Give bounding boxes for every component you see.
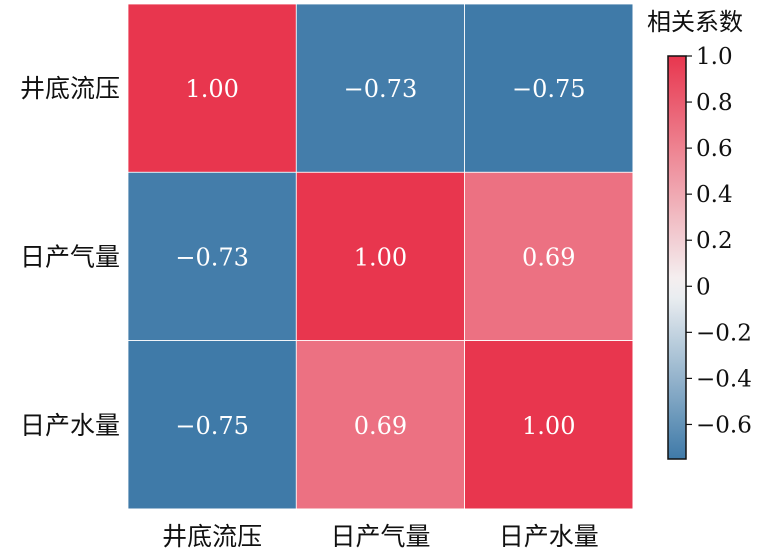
cell-value-label: 1.00: [185, 75, 238, 103]
cell-value-label: 1.00: [522, 412, 575, 440]
cell-value-label: 0.69: [354, 412, 407, 440]
cell-value-label: −0.73: [175, 243, 249, 271]
column-labels: 井底流压 日产气量 日产水量: [162, 522, 599, 550]
colorbar-tick-label: 0.2: [696, 228, 733, 254]
row-tick-label: 日产水量: [20, 411, 120, 440]
colorbar: 相关系数 1.0 0.8 0.6 0.4 0.2 0 −0.2 −0.4 −0.6: [647, 8, 752, 460]
heatmap-cell: [295, 340, 465, 510]
colorbar-tick-label: −0.6: [696, 412, 752, 438]
colorbar-tick-label: −0.2: [696, 320, 752, 346]
colorbar-tick-label: 1.0: [696, 44, 733, 70]
column-tick-label: 井底流压: [162, 522, 262, 550]
heatmap-cell: [127, 3, 297, 173]
colorbar-tick-label: 0.6: [696, 136, 733, 162]
heatmap-cell: [464, 171, 634, 342]
cell-value-label: −0.75: [175, 412, 249, 440]
heatmap-cell: [127, 171, 297, 342]
cell-value-label: −0.73: [344, 75, 418, 103]
column-tick-label: 日产气量: [330, 522, 430, 550]
colorbar-tick-label: 0: [696, 274, 711, 300]
heatmap-cells: 1.00 −0.73 −0.75 −0.73 1.00 0.69 −0.75 0.69 1.00: [127, 3, 634, 510]
colorbar-gradient: [667, 55, 687, 460]
row-tick-label: 日产气量: [20, 242, 120, 271]
cell-value-label: −0.75: [512, 75, 586, 103]
colorbar-tick-label: −0.4: [696, 366, 752, 392]
column-tick-label: 日产水量: [499, 522, 599, 550]
cell-value-label: 1.00: [354, 243, 407, 271]
colorbar-tick-label: 0.8: [696, 90, 733, 116]
heatmap-cell: [464, 3, 634, 173]
colorbar-tick-label: 0.4: [696, 182, 733, 208]
cell-value-label: 0.69: [522, 243, 575, 271]
heatmap-cell: [127, 340, 297, 510]
row-tick-label: 井底流压: [20, 74, 120, 103]
heatmap-cell: [295, 3, 465, 173]
heatmap-cell: [464, 340, 634, 510]
colorbar-title: 相关系数: [647, 8, 743, 36]
heatmap-cell: [295, 171, 465, 342]
